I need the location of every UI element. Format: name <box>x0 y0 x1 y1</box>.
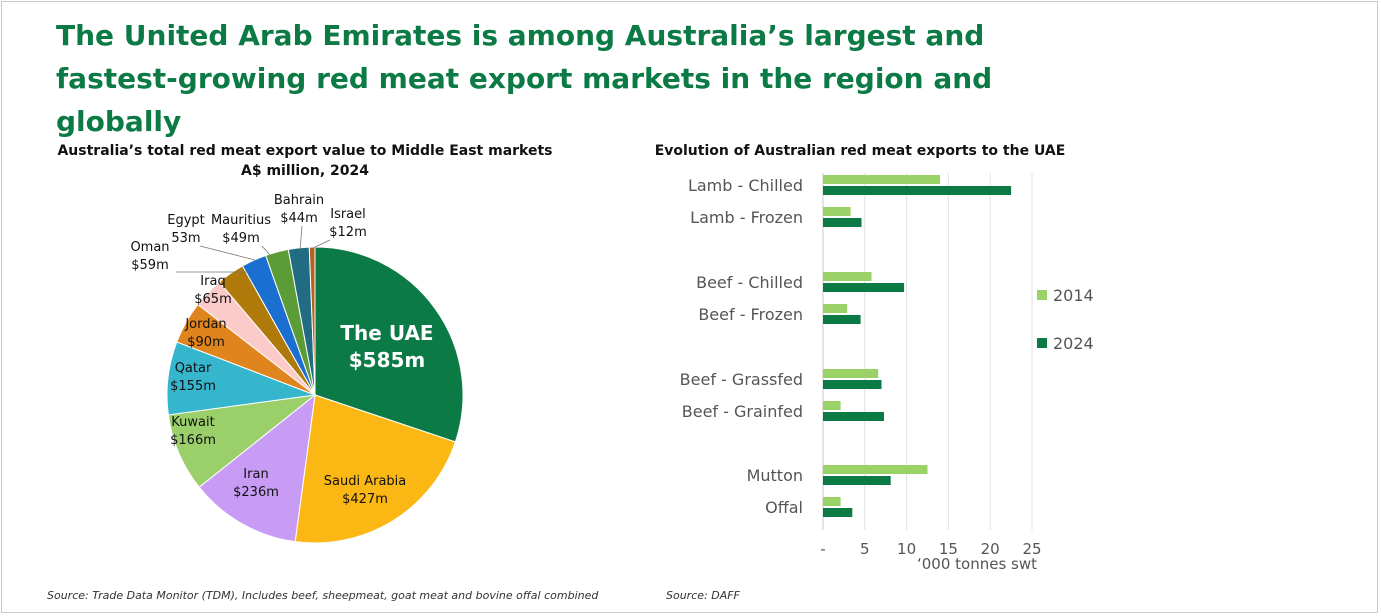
x-tick-label: 10 <box>897 540 916 558</box>
slice-name-saudi-arabia: Saudi Arabia <box>324 474 407 489</box>
pie-chart: The UAE $585m Saudi Arabia $427m Iran $236m Ku… <box>130 193 464 544</box>
bar-2024-beef-grassfed <box>823 380 882 389</box>
slice-value-saudi-arabia: $427m <box>342 492 388 507</box>
pie-chart-subtitle: A$ million, 2024 <box>241 163 369 179</box>
bar-2014-lamb-chilled <box>823 175 940 184</box>
leader-line-israel <box>312 239 331 249</box>
category-label-beef-frozen: Beef - Frozen <box>698 305 803 324</box>
legend-swatch-2024 <box>1037 338 1047 348</box>
bar-2014-mutton <box>823 465 928 474</box>
category-label-beef-grassfed: Beef - Grassfed <box>680 370 803 389</box>
x-tick-label: 20 <box>981 540 1000 558</box>
slice-value-bahrain: $44m <box>280 211 317 226</box>
bar-2024-mutton <box>823 476 891 485</box>
bar-2024-lamb-chilled <box>823 186 1012 195</box>
bar-chart: Lamb - Chilled Lamb - Frozen Beef - Chille… <box>680 173 1094 573</box>
category-label-lamb-frozen: Lamb - Frozen <box>690 208 803 227</box>
bar-2014-beef-grainfed <box>823 401 841 410</box>
slice-value-the-uae: $585m <box>349 348 426 372</box>
legend-label-2024: 2024 <box>1053 334 1094 353</box>
slice-name-iran: Iran <box>243 467 268 482</box>
category-label-lamb-chilled: Lamb - Chilled <box>688 176 803 195</box>
page-title: The United Arab Emirates is among Austra… <box>56 19 993 138</box>
pie-slice-the-uae <box>314 246 464 443</box>
slice-name-israel: Israel <box>330 207 366 222</box>
slice-name-qatar: Qatar <box>175 361 212 376</box>
bar-2024-offal <box>823 508 853 517</box>
x-axis-label: ‘000 tonnes swt <box>917 555 1037 573</box>
pie-chart-title-text: Australia’s total red meat export value … <box>57 143 553 159</box>
legend-label-2014: 2014 <box>1053 286 1094 305</box>
bar-2014-offal <box>823 497 841 506</box>
slice-name-egypt: Egypt <box>167 213 205 228</box>
bar-2024-lamb-frozen <box>823 218 862 227</box>
slice-value-qatar: $155m <box>170 379 216 394</box>
pie-slice-iran <box>198 393 316 543</box>
bar-2014-beef-frozen <box>823 304 848 313</box>
slice-value-jordan: $90m <box>187 335 224 350</box>
bar-2024-beef-grainfed <box>823 412 884 421</box>
leader-line-mauritius <box>261 245 271 256</box>
x-tick-label: - <box>820 540 825 558</box>
x-tick-label: 5 <box>860 540 870 558</box>
slice-value-iraq: $65m <box>194 292 231 307</box>
x-tick-label: 15 <box>939 540 958 558</box>
slice-name-bahrain: Bahrain <box>274 193 324 208</box>
slice-name-jordan: Jordan <box>184 317 226 332</box>
slice-value-egypt: 53m <box>171 231 200 246</box>
pie-chart-title: Australia’s total red meat export value … <box>40 141 570 181</box>
bar-2024-beef-frozen <box>823 315 861 324</box>
category-label-offal: Offal <box>765 498 803 517</box>
slice-name-oman: Oman <box>130 240 169 255</box>
leader-line-bahrain <box>299 225 303 251</box>
bar-2024-beef-chilled <box>823 283 905 292</box>
category-label-mutton: Mutton <box>747 466 803 485</box>
slice-name-iraq: Iraq <box>200 274 225 289</box>
slice-name-mauritius: Mauritius <box>211 213 271 228</box>
bar-source-note: Source: DAFF <box>666 589 740 602</box>
category-label-beef-grainfed: Beef - Grainfed <box>682 402 803 421</box>
pie-slice-saudi-arabia <box>294 394 456 544</box>
slice-value-oman: $59m <box>131 258 168 273</box>
x-tick-label: 25 <box>1022 540 1041 558</box>
bar-2014-beef-chilled <box>823 272 872 281</box>
leader-line-egypt <box>199 245 256 261</box>
slice-value-kuwait: $166m <box>170 433 216 448</box>
bar-chart-title: Evolution of Australian red meat exports… <box>654 143 1066 159</box>
slice-name-the-uae: The UAE <box>340 321 433 345</box>
bar-2014-lamb-frozen <box>823 207 851 216</box>
category-label-beef-chilled: Beef - Chilled <box>696 273 803 292</box>
legend-swatch-2014 <box>1037 290 1047 300</box>
slice-value-mauritius: $49m <box>222 231 259 246</box>
bar-2014-beef-grassfed <box>823 369 879 378</box>
slice-value-iran: $236m <box>233 485 279 500</box>
slice-value-israel: $12m <box>329 225 366 240</box>
slice-name-kuwait: Kuwait <box>171 415 214 430</box>
pie-source-note: Source: Trade Data Monitor (TDM), Includ… <box>47 589 599 602</box>
